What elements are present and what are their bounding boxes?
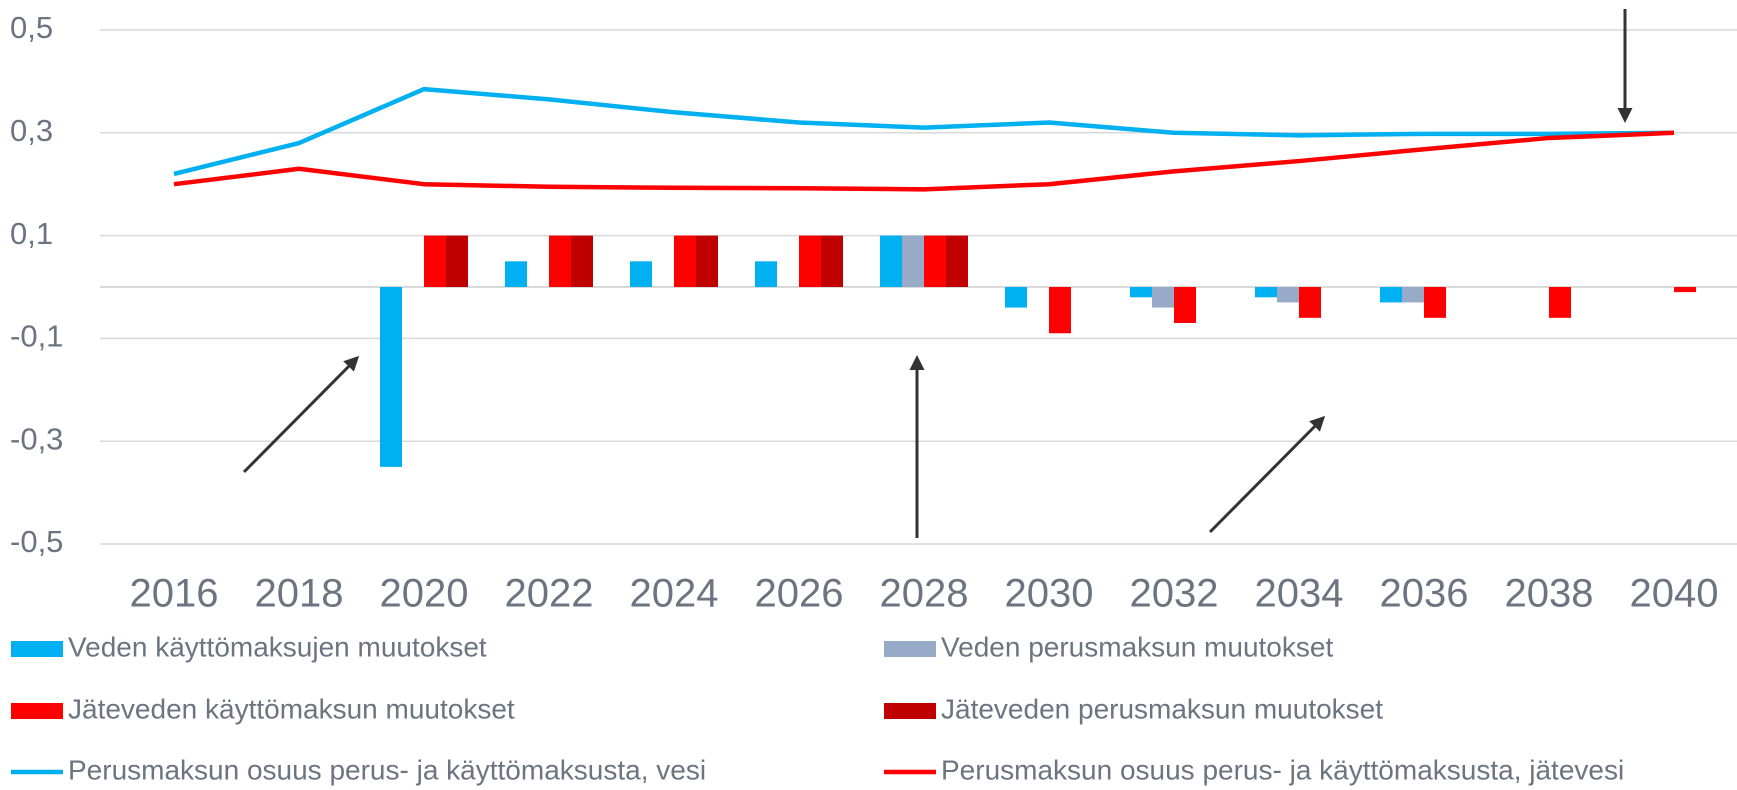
line <box>173 86 1675 177</box>
bar <box>380 287 402 467</box>
x-tick-label: 2016 <box>130 572 219 616</box>
bar <box>1299 287 1321 318</box>
x-tick-label: 2034 <box>1255 572 1344 616</box>
bar <box>424 235 446 287</box>
bar <box>1424 287 1446 318</box>
bar <box>902 235 924 287</box>
bar <box>446 235 468 287</box>
legend-swatch <box>11 641 63 657</box>
bar <box>1402 287 1424 303</box>
x-tick-label: 2040 <box>1630 572 1719 616</box>
bar <box>1380 287 1402 303</box>
bar <box>1005 287 1027 308</box>
arrow <box>1208 415 1326 534</box>
y-tick-label: 0,1 <box>10 216 53 251</box>
bar <box>1277 287 1299 303</box>
x-tick-label: 2026 <box>755 572 844 616</box>
bar <box>1049 287 1071 334</box>
legend-swatch <box>884 703 936 719</box>
legend: Veden käyttömaksujen muutokset Veden peru… <box>11 631 1624 785</box>
bar <box>674 235 696 287</box>
y-tick-label: 0,5 <box>10 10 53 45</box>
bar <box>1255 287 1277 298</box>
bar <box>1130 287 1152 298</box>
bar <box>1174 287 1196 323</box>
bar <box>1674 287 1696 293</box>
bar <box>946 235 968 287</box>
x-tick-label: 2022 <box>505 572 594 616</box>
bar <box>630 261 652 287</box>
legend-label: Perusmaksun osuus perus- ja käyttömaksus… <box>941 754 1624 785</box>
bar <box>799 235 821 287</box>
x-tick-label: 2032 <box>1130 572 1219 616</box>
bar <box>1549 287 1571 318</box>
y-tick-label: -0,5 <box>10 524 63 559</box>
bar <box>696 235 718 287</box>
legend-label: Jäteveden perusmaksun muutokset <box>941 693 1383 724</box>
y-tick-label: -0,3 <box>10 421 63 456</box>
arrow <box>242 355 360 474</box>
marks <box>173 86 1696 467</box>
x-tick-label: 2024 <box>630 572 719 616</box>
bar <box>755 261 777 287</box>
bar <box>505 261 527 287</box>
bar <box>571 235 593 287</box>
x-tick-label: 2036 <box>1380 572 1469 616</box>
grid: 0,5 0,3 0,1 -0,1 -0,3 -0,5 2016 2018 2020 2022 202… <box>10 10 1737 616</box>
legend-swatch <box>11 703 63 719</box>
legend-label: Jäteveden käyttömaksun muutokset <box>68 693 515 724</box>
bar <box>1152 287 1174 308</box>
bar <box>549 235 571 287</box>
y-tick-label: 0,3 <box>10 113 53 148</box>
x-tick-label: 2030 <box>1005 572 1094 616</box>
legend-label: Perusmaksun osuus perus- ja käyttömaksus… <box>68 754 706 785</box>
x-tick-label: 2028 <box>880 572 969 616</box>
legend-swatch <box>884 641 936 657</box>
bar <box>924 235 946 287</box>
y-tick-label: -0,1 <box>10 319 63 354</box>
bar <box>880 235 902 287</box>
legend-label: Veden perusmaksun muutokset <box>941 631 1333 662</box>
x-tick-label: 2038 <box>1505 572 1594 616</box>
bar <box>821 235 843 287</box>
legend-label: Veden käyttömaksujen muutokset <box>68 631 487 662</box>
line <box>173 130 1675 192</box>
x-tick-label: 2020 <box>380 572 469 616</box>
x-tick-label: 2018 <box>255 572 344 616</box>
annotations <box>242 9 1633 538</box>
